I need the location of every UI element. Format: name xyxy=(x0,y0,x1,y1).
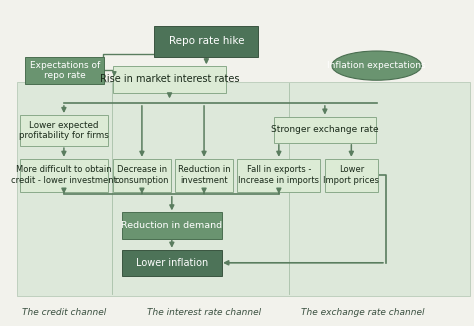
Text: Stronger exchange rate: Stronger exchange rate xyxy=(271,125,379,134)
FancyBboxPatch shape xyxy=(274,117,376,143)
FancyBboxPatch shape xyxy=(26,56,104,84)
Text: Reduction in
investment: Reduction in investment xyxy=(178,166,230,185)
FancyBboxPatch shape xyxy=(122,250,221,276)
Text: Lower
Import prices: Lower Import prices xyxy=(323,166,379,185)
Text: Repo rate hike: Repo rate hike xyxy=(169,36,244,46)
Text: The exchange rate channel: The exchange rate channel xyxy=(301,308,425,317)
Text: Lower expected
profitability for firms: Lower expected profitability for firms xyxy=(19,121,109,140)
FancyBboxPatch shape xyxy=(113,66,226,93)
Text: Inflation expectations: Inflation expectations xyxy=(328,61,426,70)
FancyBboxPatch shape xyxy=(155,26,258,57)
Text: Fall in exports -
Increase in imports: Fall in exports - Increase in imports xyxy=(238,166,319,185)
Text: Expectations of
repo rate: Expectations of repo rate xyxy=(30,61,100,80)
FancyBboxPatch shape xyxy=(113,159,171,192)
Text: The credit channel: The credit channel xyxy=(21,308,106,317)
FancyBboxPatch shape xyxy=(17,82,470,296)
FancyBboxPatch shape xyxy=(237,159,320,192)
Text: The interest rate channel: The interest rate channel xyxy=(147,308,261,317)
FancyBboxPatch shape xyxy=(122,212,221,239)
FancyBboxPatch shape xyxy=(20,115,108,146)
Text: Decrease in
consumption: Decrease in consumption xyxy=(115,166,169,185)
FancyBboxPatch shape xyxy=(20,159,108,192)
Text: Rise in market interest rates: Rise in market interest rates xyxy=(100,74,239,84)
Text: Reduction in demand: Reduction in demand xyxy=(121,221,222,230)
Ellipse shape xyxy=(332,51,421,80)
FancyBboxPatch shape xyxy=(325,159,378,192)
Text: More difficult to obtain
credit - lower investment: More difficult to obtain credit - lower … xyxy=(11,166,117,185)
FancyBboxPatch shape xyxy=(175,159,233,192)
Text: Lower inflation: Lower inflation xyxy=(136,258,208,268)
